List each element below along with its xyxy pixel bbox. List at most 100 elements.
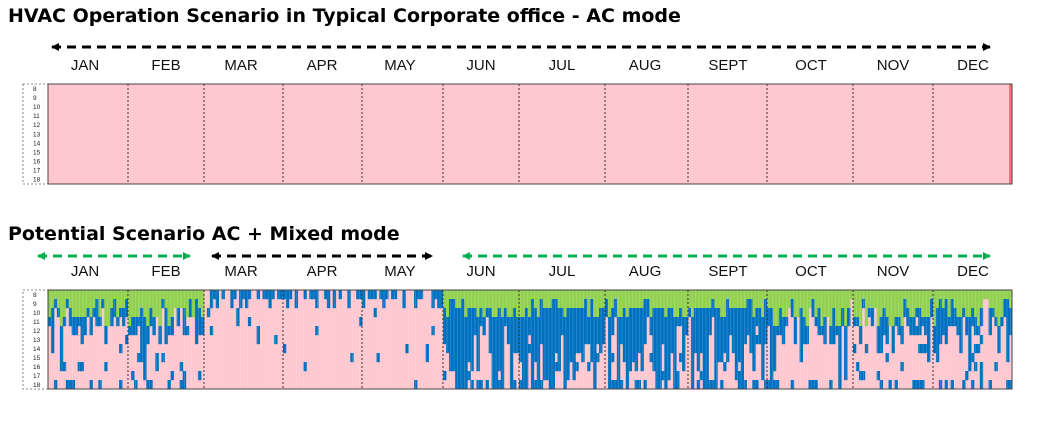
- c2-cell-nov-natural: [867, 290, 872, 309]
- c2-cell-may-mixed: [379, 290, 383, 300]
- c1-hour-label-18: 18: [33, 177, 41, 184]
- c2-cell-jun-mixed: [494, 317, 499, 390]
- c2-cell-feb-mixed: [161, 353, 165, 363]
- c2-cell-dec-natural: [941, 290, 946, 309]
- c2-cell-jan-natural: [65, 290, 70, 300]
- c2-cell-feb-natural: [170, 290, 174, 318]
- c2-cell-aug-natural: [613, 290, 618, 300]
- c2-cell-oct-mixed: [835, 326, 839, 336]
- c2-cell-aug-mixed: [631, 308, 636, 363]
- c2-cell-jun-natural: [452, 290, 456, 300]
- c2-cell-jan-mixed: [68, 308, 73, 327]
- c2-cell-sept-natural: [696, 290, 701, 309]
- c2-cell-jan-natural: [68, 290, 73, 309]
- c2-cell-jan-mixed: [104, 326, 108, 345]
- c2-cell-jul-mixed: [569, 308, 573, 363]
- c2-cell-jun-natural: [461, 290, 465, 300]
- c2-cell-sept-mixed: [743, 308, 747, 345]
- c2-hour-label-10: 10: [33, 310, 41, 317]
- c2-cell-may-mixed: [385, 290, 389, 300]
- c2-cell-feb-mixed: [170, 371, 174, 381]
- c2-month-label-mar: MAR: [224, 263, 258, 280]
- c2-month-label-jun: JUN: [466, 263, 495, 280]
- c2-cell-sept-mixed: [758, 308, 762, 345]
- c2-cell-oct-mixed: [814, 380, 818, 390]
- c1-month-label-jul: JUL: [549, 57, 576, 74]
- c2-cell-jun-natural: [506, 290, 511, 318]
- c2-cell-may-mixed: [414, 290, 418, 309]
- c2-cell-feb-natural: [137, 290, 141, 318]
- c2-cell-dec-mixed: [968, 317, 972, 372]
- c2-cell-oct-natural: [767, 290, 771, 309]
- c2-cell-feb-natural: [191, 290, 196, 318]
- c2-cell-oct-mixed: [805, 326, 809, 345]
- c2-cell-aug-natural: [637, 290, 641, 309]
- c2-cell-aug-mixed: [661, 308, 665, 345]
- c1-month-label-aug: AUG: [629, 57, 662, 74]
- c2-cell-oct-natural: [844, 290, 848, 327]
- c2-cell-mar-mixed: [230, 290, 234, 309]
- c2-cell-dec-mixed: [950, 380, 954, 390]
- c2-cell-sept-mixed: [752, 380, 756, 390]
- c2-cell-jan-natural: [107, 290, 111, 327]
- c2-cell-jun-natural: [500, 290, 505, 318]
- c1-hour-label-8: 8: [33, 86, 37, 93]
- c2-cell-aug-mixed: [676, 317, 680, 327]
- c2-cell-jan-natural: [92, 290, 96, 309]
- c2-cell-jun-mixed: [476, 317, 480, 372]
- c2-cell-may-mixed: [402, 290, 406, 309]
- c2-cell-nov-mixed: [858, 371, 863, 381]
- c2-cell-oct-natural: [775, 290, 780, 327]
- c2-cell-aug-natural: [643, 290, 647, 300]
- c2-cell-nov-mixed: [858, 326, 863, 345]
- c2-cell-feb-mixed: [167, 380, 171, 390]
- c2-cell-dec-natural: [971, 290, 975, 309]
- c2-cell-dec-mixed: [933, 326, 937, 354]
- c2-cell-jul-mixed: [519, 317, 523, 363]
- c2-cell-nov-mixed: [918, 308, 922, 336]
- c2-cell-jul-natural: [551, 290, 555, 300]
- c2-cell-oct-natural: [772, 290, 777, 327]
- c2-cell-jan-mixed: [125, 335, 129, 345]
- c2-cell-jul-mixed: [593, 317, 597, 390]
- c2-cell-mar-mixed: [242, 290, 246, 300]
- c2-cell-feb-mixed: [179, 380, 184, 390]
- c2-cell-jun-mixed: [479, 380, 483, 390]
- c2-cell-jan-mixed: [119, 308, 123, 318]
- c2-cell-jan-natural: [74, 290, 79, 318]
- c2-cell-nov-mixed: [864, 344, 869, 354]
- c2-cell-jul-mixed: [584, 299, 588, 345]
- c2-cell-apr-mixed: [309, 290, 313, 300]
- c2-cell-feb-mixed: [149, 308, 153, 327]
- c2-cell-mar-mixed: [268, 290, 272, 309]
- c2-cell-nov-mixed: [924, 317, 928, 336]
- c2-month-label-nov: NOV: [877, 263, 910, 280]
- c2-cell-nov-mixed: [891, 326, 895, 354]
- c2-cell-jun-natural: [515, 290, 520, 318]
- c2-cell-dec-mixed: [991, 308, 995, 318]
- c2-cell-jun-mixed: [482, 317, 486, 336]
- c2-cell-mar-mixed: [239, 290, 243, 309]
- c1-month-label-may: MAY: [384, 57, 415, 74]
- c2-cell-mar-mixed: [262, 290, 266, 300]
- c1-month-label-mar: MAR: [224, 57, 258, 74]
- c1-month-cell-apr: [283, 84, 362, 184]
- c1-month-cell-jul: [519, 84, 605, 184]
- c2-cell-jan-mixed: [113, 299, 117, 318]
- c2-cell-apr-mixed: [283, 344, 287, 354]
- c2-cell-sept-natural: [720, 290, 724, 318]
- c2-cell-feb-mixed: [146, 380, 150, 390]
- c2-cell-aug-natural: [673, 290, 677, 318]
- c1-hour-label-11: 11: [33, 113, 40, 120]
- c2-cell-sept-mixed: [761, 317, 765, 381]
- c2-cell-jan-mixed: [119, 344, 123, 354]
- c2-cell-dec-mixed: [944, 299, 949, 345]
- c2-cell-mar-mixed: [256, 290, 260, 300]
- c2-cell-apr-mixed: [359, 317, 363, 327]
- c2-cell-feb-natural: [149, 290, 153, 309]
- c2-cell-jun-natural: [509, 290, 514, 318]
- c2-cell-dec-mixed: [994, 317, 998, 327]
- c2-cell-dec-mixed: [997, 326, 1001, 354]
- c2-cell-jan-natural: [77, 290, 81, 318]
- c2-month-label-aug: AUG: [629, 263, 662, 280]
